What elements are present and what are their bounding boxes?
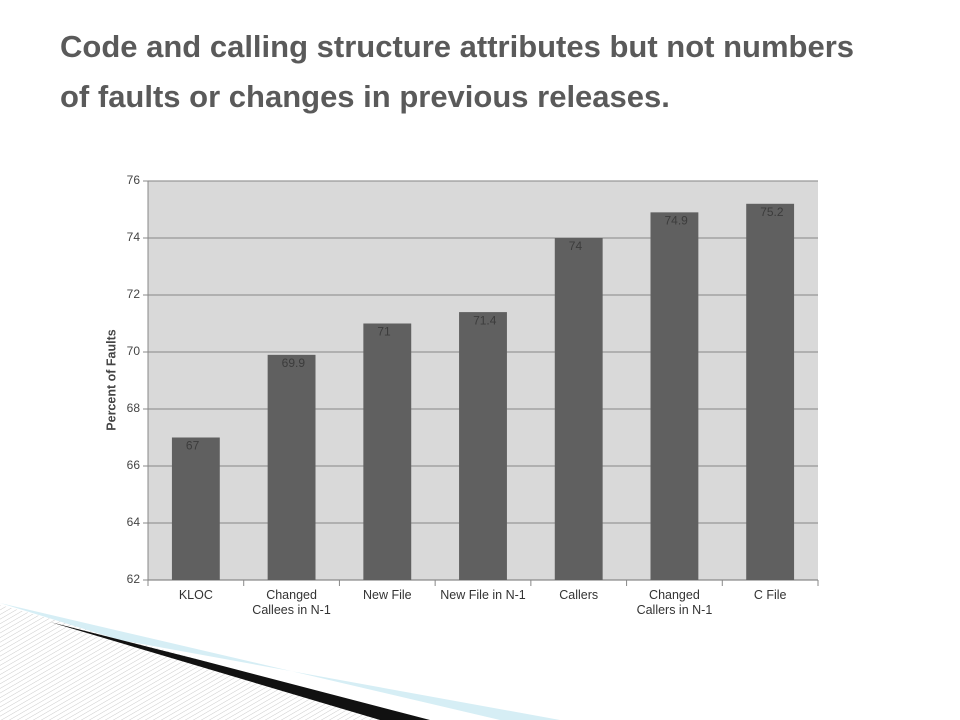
value-label: 67 xyxy=(186,439,200,453)
bar xyxy=(554,238,603,580)
value-label: 75.2 xyxy=(760,205,784,219)
x-tick-label: KLOC xyxy=(178,588,213,602)
x-tick-label: Changed Callers in N-1 xyxy=(636,588,713,617)
x-tick-label: Callers xyxy=(559,588,599,602)
bar xyxy=(459,312,507,580)
y-tick-label: 66 xyxy=(127,458,141,472)
y-axis-label: Percent of Faults xyxy=(104,329,118,430)
y-tick-label: 64 xyxy=(127,515,141,529)
x-tick-label: New File xyxy=(362,588,412,602)
x-tick-label: New File in N-1 xyxy=(440,588,526,602)
x-tick-label: Changed Callees in N-1 xyxy=(252,588,331,617)
y-tick-label: 70 xyxy=(127,344,141,358)
bar xyxy=(171,437,220,580)
bar xyxy=(746,203,795,581)
y-tick-label: 72 xyxy=(127,287,141,301)
y-tick-label: 62 xyxy=(127,572,141,586)
y-tick-label: 76 xyxy=(127,173,141,187)
y-tick-label: 74 xyxy=(127,230,141,244)
value-label: 74.9 xyxy=(665,214,689,228)
bar xyxy=(363,323,412,580)
bar xyxy=(650,212,699,580)
y-tick-label: 68 xyxy=(127,401,141,415)
x-tick-label: C File xyxy=(753,588,787,602)
value-label: 74 xyxy=(569,239,583,253)
value-label: 71.4 xyxy=(473,313,497,327)
value-label: 69.9 xyxy=(282,356,306,370)
value-label: 71 xyxy=(377,325,391,339)
slide-title: Code and calling structure attributes bu… xyxy=(60,29,855,114)
decoration xyxy=(0,603,560,720)
bar xyxy=(267,354,316,580)
